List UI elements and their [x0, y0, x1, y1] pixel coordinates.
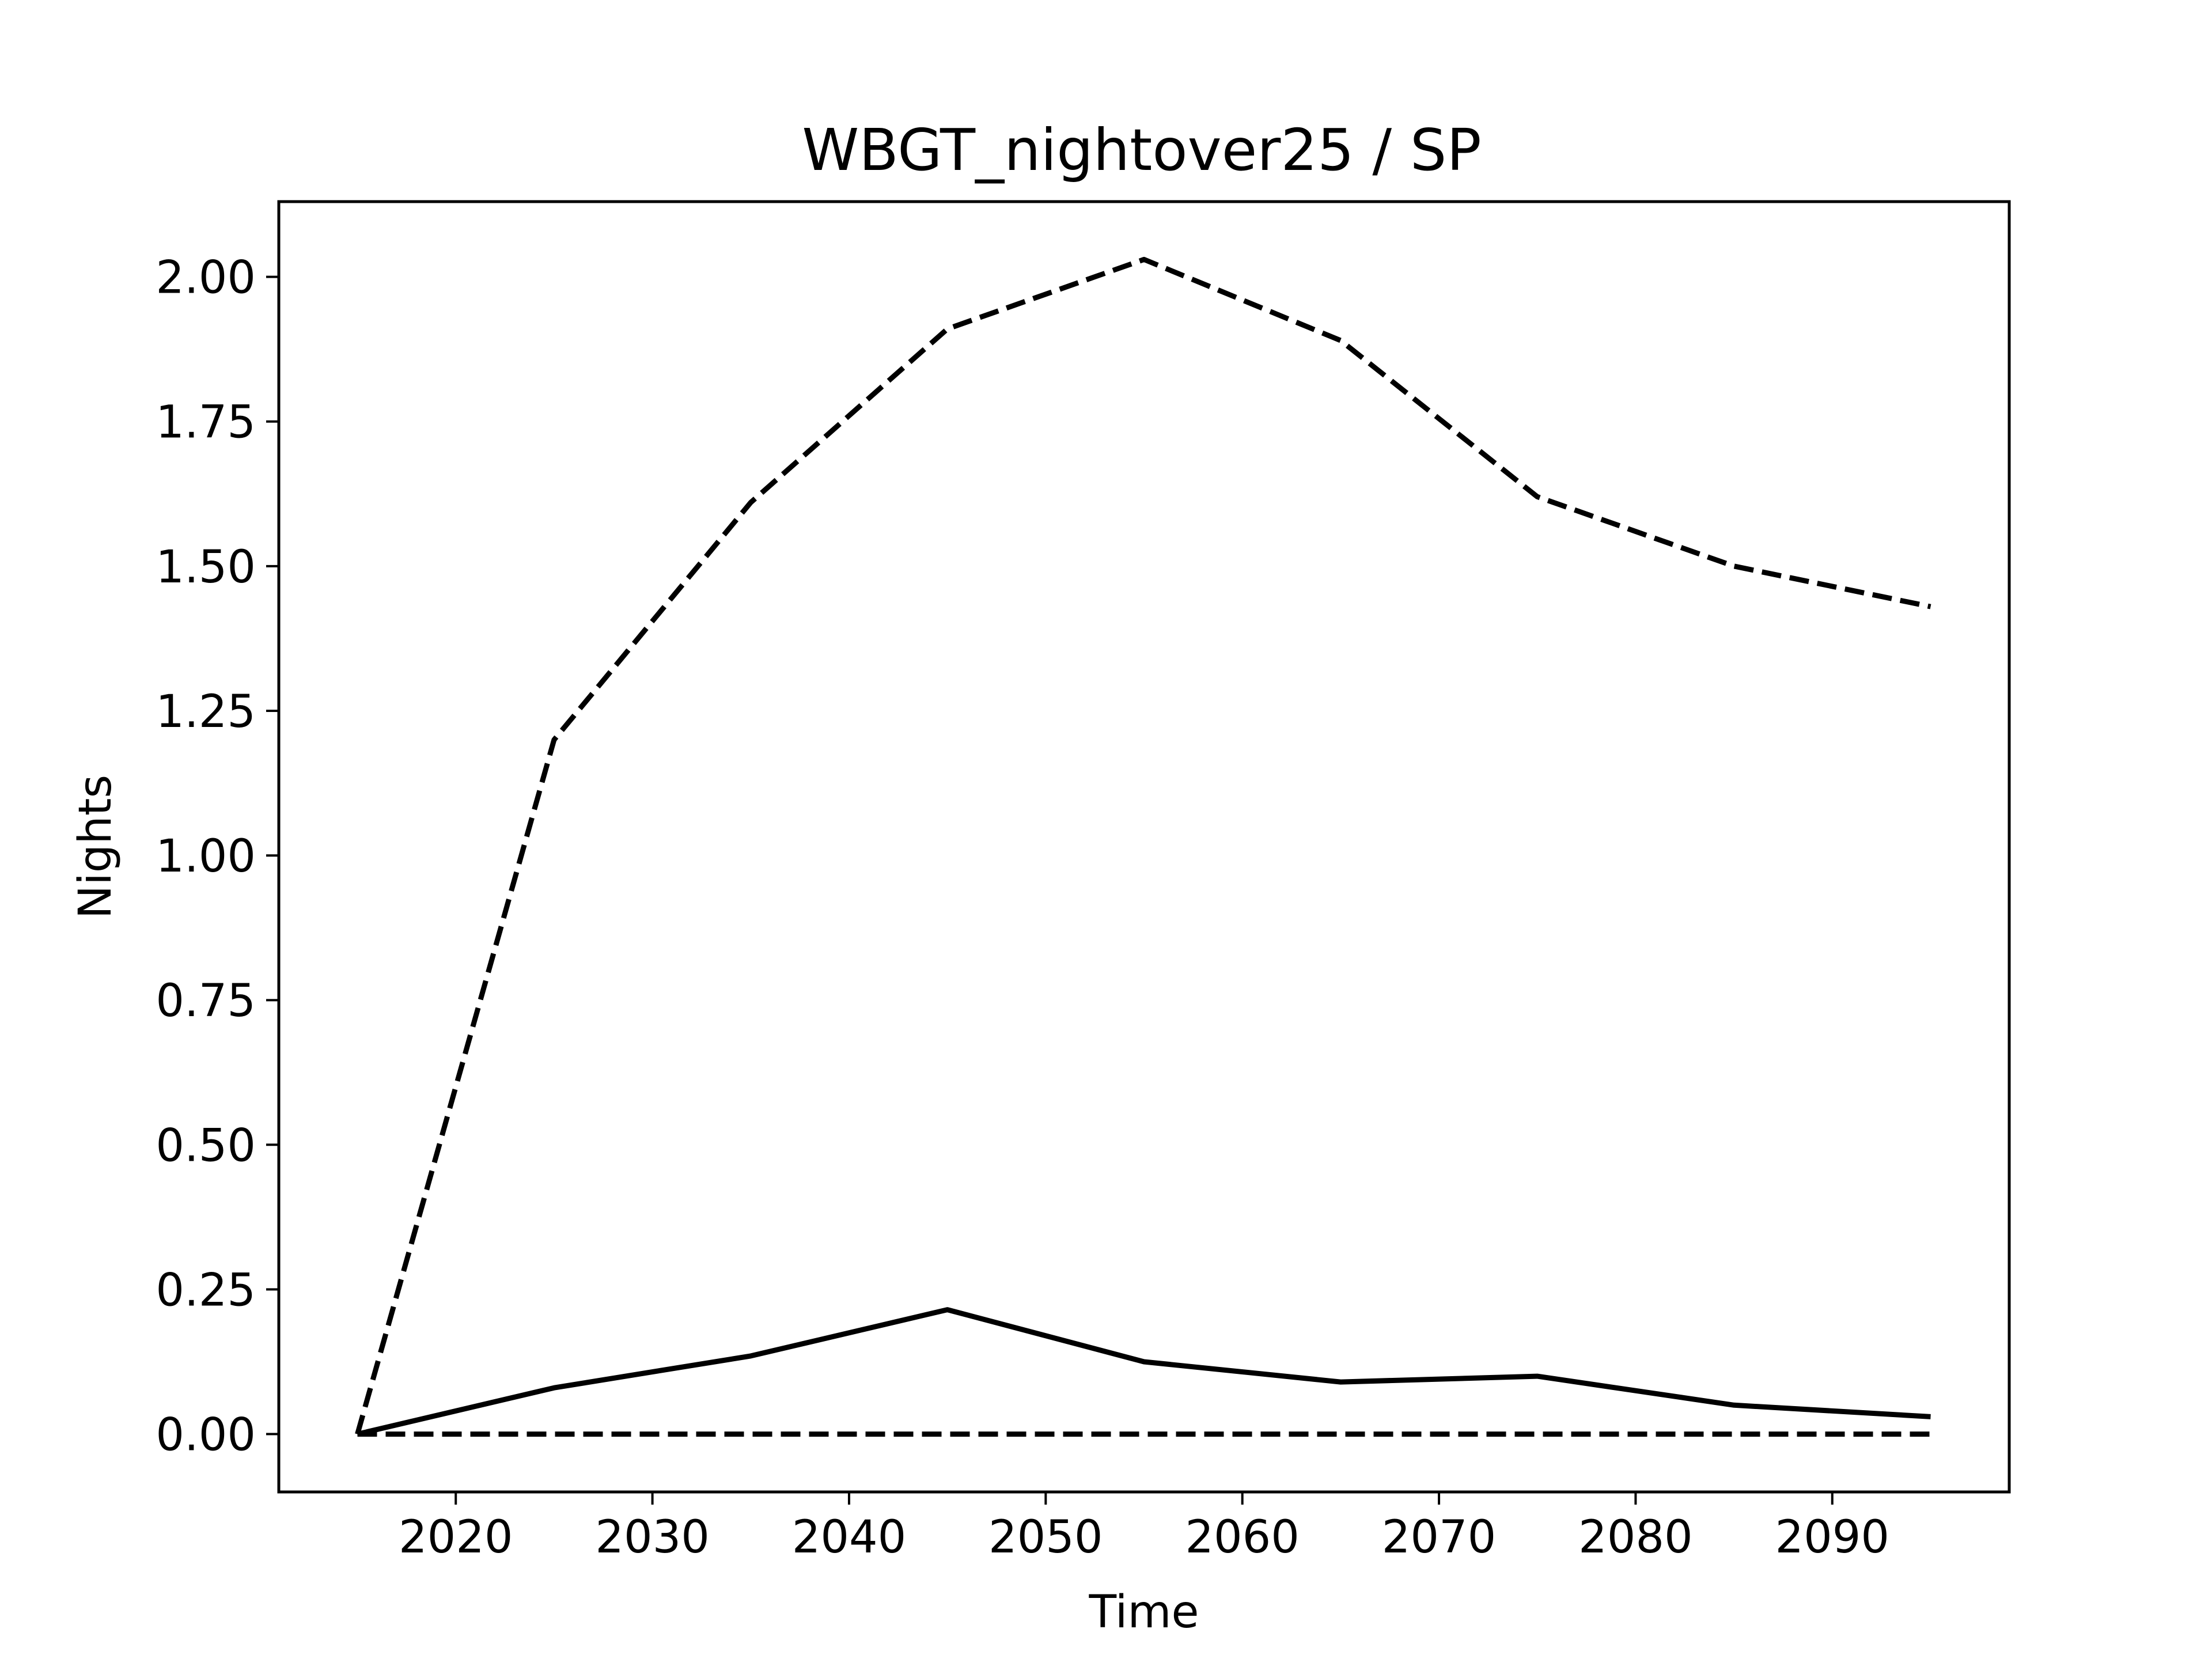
y-tick-label: 0.25 [156, 1264, 256, 1316]
y-tick-label: 2.00 [156, 252, 256, 304]
plot-frame [277, 200, 2011, 1494]
x-axis: 2020 2030 2040 2050 2060 2070 2080 2090 [399, 1492, 1889, 1563]
y-axis-label: Nights [70, 775, 122, 919]
chart-title: WBGT_nightover25 / SP [802, 116, 1481, 184]
x-tick-label: 2030 [595, 1512, 710, 1563]
x-axis-label: Time [1089, 1586, 1199, 1638]
x-tick-label: 2090 [1775, 1512, 1890, 1563]
y-tick-label: 0.50 [156, 1120, 256, 1172]
y-tick-label: 1.25 [156, 686, 256, 738]
plot-area [355, 256, 1931, 1437]
x-tick-label: 2060 [1185, 1512, 1300, 1563]
y-tick-label: 1.50 [156, 541, 256, 593]
y-tick-label: 1.00 [156, 831, 256, 882]
series-line-2 [357, 1307, 1931, 1437]
x-tick-label: 2050 [988, 1512, 1103, 1563]
x-tick-label: 2020 [399, 1512, 513, 1563]
y-tick-label: 0.00 [156, 1410, 256, 1461]
series-line-1 [355, 256, 1931, 1435]
y-tick-label: 1.75 [156, 397, 256, 449]
x-tick-label: 2070 [1382, 1512, 1497, 1563]
y-axis: 0.00 0.25 0.50 0.75 1.00 1.25 1.50 1.75 2.00 [156, 252, 279, 1461]
x-tick-label: 2080 [1578, 1512, 1693, 1563]
x-tick-label: 2040 [792, 1512, 907, 1563]
y-tick-label: 0.75 [156, 975, 256, 1027]
